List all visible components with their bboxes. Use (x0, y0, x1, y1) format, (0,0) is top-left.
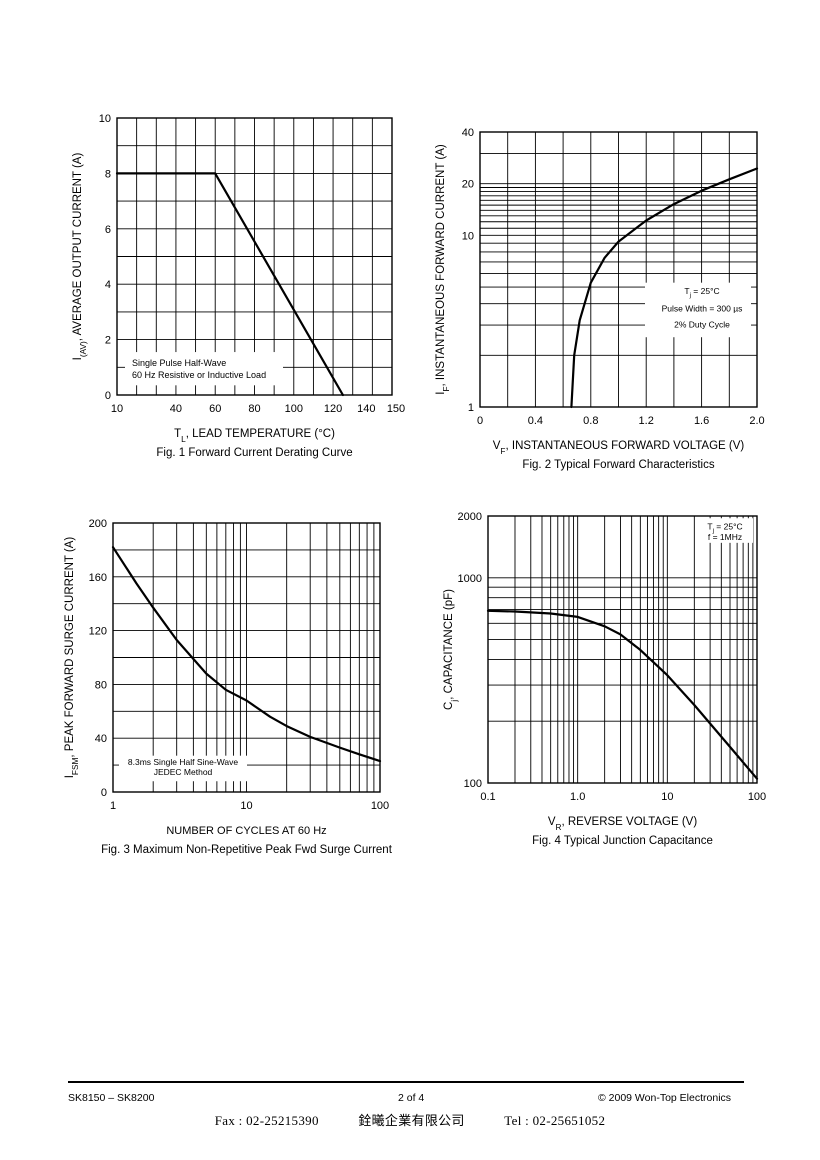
x-tick-label: 10 (240, 800, 252, 812)
footer-tel: Tel : 02-25651052 (504, 1113, 606, 1128)
x-tick-label: 100 (285, 403, 303, 415)
y-axis-label: IFSM, PEAK FORWARD SURGE CURRENT (A) (64, 537, 80, 779)
y-tick-label: 40 (95, 733, 107, 745)
annotation-line: Tj = 25°C (707, 521, 742, 534)
grid (479, 131, 758, 408)
y-axis-label: Cj, CAPACITANCE (pF) (443, 589, 459, 710)
x-tick-label: 1.2 (639, 415, 654, 427)
grid (116, 117, 393, 396)
annotation-box (695, 518, 753, 543)
x-tick-label: 150 (387, 403, 405, 415)
y-axis-label: I(AV), AVERAGE OUTPUT CURRENT (A) (72, 153, 88, 361)
y-tick-label: 4 (105, 279, 111, 291)
chart-fig-2: Tj = 25°C Pulse Width = 300 µs 2% Duty Cyc… (435, 127, 765, 471)
y-tick-label: 0 (101, 787, 107, 799)
annotation-box (125, 352, 283, 386)
series-line (115, 172, 344, 397)
y-axis-label: IF, INSTANTANEOUS FORWARD CURRENT (A) (435, 144, 451, 395)
x-tick-label: 0 (477, 415, 483, 427)
plot-frame (487, 515, 758, 784)
x-tick-label: 0.8 (583, 415, 598, 427)
x-tick-label: 0.4 (528, 415, 543, 427)
series-line (486, 609, 759, 780)
x-tick-label: 140 (357, 403, 375, 415)
x-tick-label: 1 (110, 800, 116, 812)
annotation-line: Pulse Width = 300 µs (662, 304, 743, 314)
y-tick-label: 20 (462, 179, 474, 191)
series-line (570, 167, 759, 409)
x-tick-label: 100 (371, 800, 389, 812)
x-tick-label: 1.0 (570, 791, 585, 803)
y-tick-label: 10 (462, 230, 474, 242)
y-tick-label: 40 (462, 127, 474, 139)
y-tick-label: 6 (105, 224, 111, 236)
x-tick-label: 40 (170, 403, 182, 415)
x-tick-label: 80 (248, 403, 260, 415)
x-tick-label: 1.6 (694, 415, 709, 427)
y-tick-label: 80 (95, 679, 107, 691)
chart-fig-4: Tj = 25°Cf = 1MHz 0.1 1.0 10 100 100 1000 2000 V… (443, 511, 766, 847)
annotation-line: Tj = 25°C (684, 286, 719, 299)
x-tick-label: 120 (324, 403, 342, 415)
x-axis-label: TL, LEAD TEMPERATURE (°C) (174, 428, 335, 444)
annotation-line: Single Pulse Half-Wave (132, 358, 226, 368)
annotation-line: 60 Hz Resistive or Inductive Load (132, 370, 266, 380)
figure-caption: Fig. 1 Forward Current Derating Curve (156, 447, 352, 459)
figure-caption: Fig. 4 Typical Junction Capacitance (532, 835, 713, 847)
footer-part-number: SK8150 – SK8200 (68, 1092, 155, 1104)
x-tick-label: 100 (748, 791, 766, 803)
y-tick-label: 1000 (458, 573, 482, 585)
annotation-line: 2% Duty Cycle (674, 320, 730, 330)
footer-divider (68, 1081, 744, 1083)
series-line (111, 546, 382, 763)
x-tick-label: 2.0 (749, 415, 764, 427)
x-axis-label: VF, INSTANTANEOUS FORWARD VOLTAGE (V) (493, 440, 745, 456)
y-tick-label: 2000 (458, 511, 482, 523)
y-tick-label: 10 (99, 113, 111, 125)
datasheet-charts: Single Pulse Half-Wave 60 Hz Resistive or… (64, 113, 766, 856)
footer-company: 銓曦企業有限公司 (358, 1113, 465, 1128)
footer-copyright: © 2009 Won-Top Electronics (598, 1092, 732, 1104)
annotation-line: JEDEC Method (154, 767, 213, 777)
footer-page-number: 2 of 4 (398, 1092, 425, 1104)
x-tick-label: 10 (661, 791, 673, 803)
plot-frame (112, 522, 381, 793)
annotation-line: f = 1MHz (708, 532, 742, 542)
footer-fax: Fax : 02-25215390 (214, 1113, 319, 1128)
figure-caption: Fig. 2 Typical Forward Characteristics (522, 459, 714, 471)
y-tick-label: 1 (468, 402, 474, 414)
footer-contact-line: Fax : 02-25215390 銓曦企業有限公司 Tel : 02-2565… (0, 1110, 820, 1129)
x-axis-label: NUMBER OF CYCLES AT 60 Hz (166, 825, 326, 837)
x-tick-label: 0.1 (480, 791, 495, 803)
y-tick-label: 120 (89, 626, 107, 638)
chart-fig-1: Single Pulse Half-Wave 60 Hz Resistive or… (72, 113, 405, 459)
plot-frame (116, 117, 393, 396)
y-tick-label: 100 (464, 778, 482, 790)
y-tick-label: 160 (89, 572, 107, 584)
y-tick-label: 0 (105, 390, 111, 402)
figure-caption: Fig. 3 Maximum Non-Repetitive Peak Fwd S… (101, 844, 393, 856)
grid (487, 515, 758, 784)
y-tick-label: 8 (105, 168, 111, 180)
plot-frame (479, 131, 758, 408)
annotation-line: 8.3ms Single Half Sine-Wave (128, 757, 239, 767)
x-tick-label: 10 (111, 403, 123, 415)
y-tick-label: 200 (89, 518, 107, 530)
y-tick-label: 2 (105, 335, 111, 347)
annotation-box (119, 755, 247, 782)
x-tick-label: 60 (209, 403, 221, 415)
grid (112, 522, 381, 793)
x-axis-label: VR, REVERSE VOLTAGE (V) (548, 816, 698, 832)
annotation-box (645, 282, 751, 338)
